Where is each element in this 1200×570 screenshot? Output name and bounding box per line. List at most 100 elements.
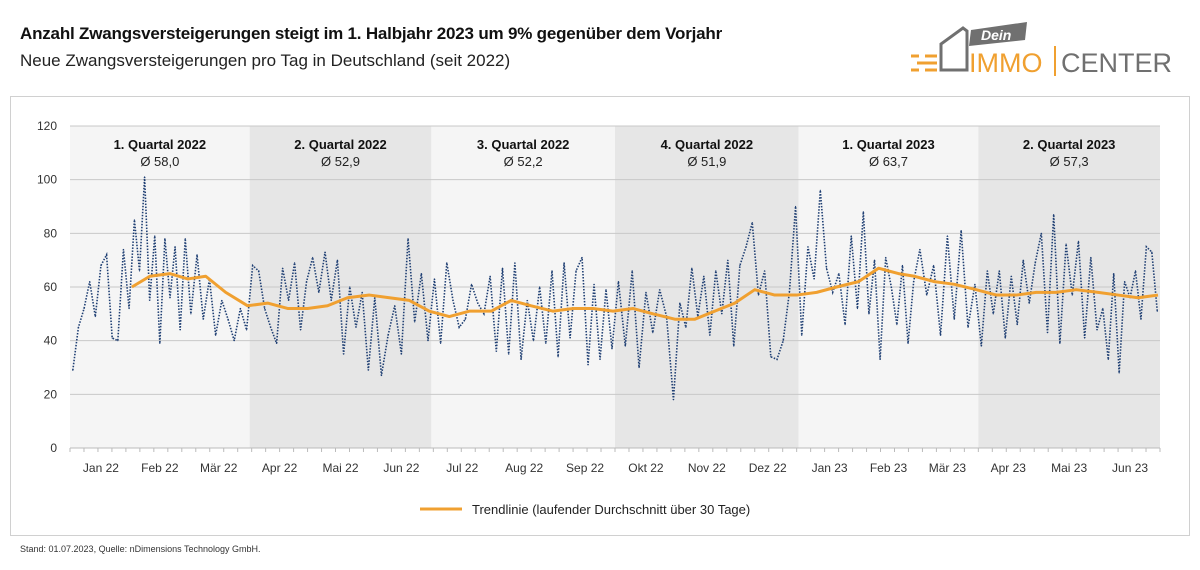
- x-tick-label: Okt 22: [628, 461, 664, 475]
- legend: Trendlinie (laufender Durchschnitt über …: [420, 502, 750, 517]
- daily-point: [907, 342, 909, 344]
- daily-point: [551, 270, 553, 272]
- x-tick-label: Nov 22: [688, 461, 726, 475]
- daily-point: [926, 294, 928, 296]
- daily-point: [117, 340, 119, 342]
- x-tick-label: Apr 23: [991, 461, 1027, 475]
- x-tick-label: Mär 23: [929, 461, 967, 475]
- daily-point: [913, 281, 915, 283]
- daily-point: [1016, 323, 1018, 326]
- daily-point: [514, 262, 516, 264]
- daily-point: [420, 272, 422, 275]
- quarter-label: 3. Quartal 2022: [477, 137, 570, 152]
- daily-point: [1107, 358, 1109, 361]
- daily-point: [1113, 272, 1115, 275]
- quarter-label: 1. Quartal 2022: [114, 137, 207, 152]
- daily-point: [501, 267, 504, 269]
- daily-point: [1145, 246, 1147, 248]
- quarter-average: Ø 58,0: [140, 154, 179, 169]
- daily-point: [617, 281, 620, 283]
- daily-point: [464, 318, 466, 320]
- daily-point: [770, 356, 772, 358]
- daily-point: [539, 286, 541, 288]
- daily-point: [850, 235, 852, 237]
- chart-frame: [10, 96, 1190, 536]
- daily-point: [174, 246, 176, 248]
- daily-point: [751, 222, 753, 224]
- daily-point: [258, 270, 260, 272]
- daily-point: [838, 272, 840, 275]
- quarter-label: 4. Quartal 2022: [661, 137, 754, 152]
- daily-point: [745, 246, 747, 248]
- daily-point: [407, 238, 409, 240]
- daily-point: [227, 318, 229, 320]
- daily-point: [374, 297, 376, 299]
- daily-point: [953, 318, 955, 320]
- daily-point: [933, 264, 935, 267]
- daily-point: [960, 230, 962, 232]
- daily-point: [563, 262, 565, 264]
- y-tick-label: 0: [50, 441, 57, 455]
- daily-point: [159, 342, 161, 344]
- y-tick-label: 60: [44, 280, 58, 294]
- daily-point: [599, 358, 601, 361]
- daily-point: [72, 369, 74, 371]
- daily-point: [143, 176, 146, 178]
- x-tick-label: Jun 23: [1112, 461, 1148, 475]
- daily-point: [111, 337, 113, 339]
- daily-point: [825, 267, 828, 269]
- daily-point: [100, 264, 102, 267]
- daily-point: [1077, 240, 1080, 242]
- daily-point: [1084, 337, 1086, 339]
- daily-point: [569, 337, 571, 339]
- x-tick-label: Jan 22: [83, 461, 119, 475]
- x-tick-label: Feb 23: [870, 461, 908, 475]
- daily-point: [252, 264, 254, 267]
- daily-point: [819, 189, 821, 191]
- quarter-average: Ø 52,2: [504, 154, 543, 169]
- x-tick-label: Aug 22: [505, 461, 543, 475]
- daily-point: [495, 350, 497, 352]
- daily-point: [545, 342, 547, 344]
- daily-point: [679, 302, 681, 304]
- daily-point: [1096, 329, 1098, 331]
- daily-point: [873, 259, 876, 261]
- daily-point: [715, 270, 717, 272]
- source-note: Stand: 01.07.2023, Quelle: nDimensions T…: [20, 544, 261, 554]
- daily-point: [879, 358, 881, 361]
- daily-point: [433, 278, 436, 280]
- daily-point: [427, 340, 429, 342]
- quarter-average: Ø 57,3: [1050, 154, 1089, 169]
- daily-point: [122, 248, 125, 251]
- daily-point: [324, 251, 326, 253]
- daily-point: [1040, 232, 1042, 234]
- daily-point: [733, 345, 735, 347]
- daily-point: [154, 235, 156, 237]
- daily-point: [587, 364, 589, 366]
- daily-point: [400, 353, 402, 355]
- daily-point: [270, 326, 272, 328]
- daily-point: [179, 329, 181, 331]
- daily-point: [856, 307, 859, 310]
- quarter-average: Ø 63,7: [869, 154, 908, 169]
- daily-point: [1028, 302, 1030, 304]
- daily-point: [652, 332, 654, 334]
- daily-point: [318, 291, 320, 293]
- daily-point: [361, 291, 363, 293]
- y-tick-label: 20: [44, 387, 58, 401]
- daily-point: [782, 340, 784, 342]
- daily-point: [1118, 372, 1120, 374]
- daily-point: [1065, 243, 1067, 245]
- y-tick-label: 40: [44, 334, 58, 348]
- daily-point: [342, 353, 345, 355]
- daily-point: [605, 289, 607, 291]
- daily-point: [709, 334, 711, 336]
- daily-point: [1151, 251, 1153, 253]
- daily-point: [532, 340, 535, 342]
- daily-point: [312, 256, 314, 259]
- daily-point: [967, 326, 969, 328]
- daily-point: [336, 259, 339, 261]
- daily-point: [293, 262, 296, 264]
- daily-point: [1156, 310, 1158, 312]
